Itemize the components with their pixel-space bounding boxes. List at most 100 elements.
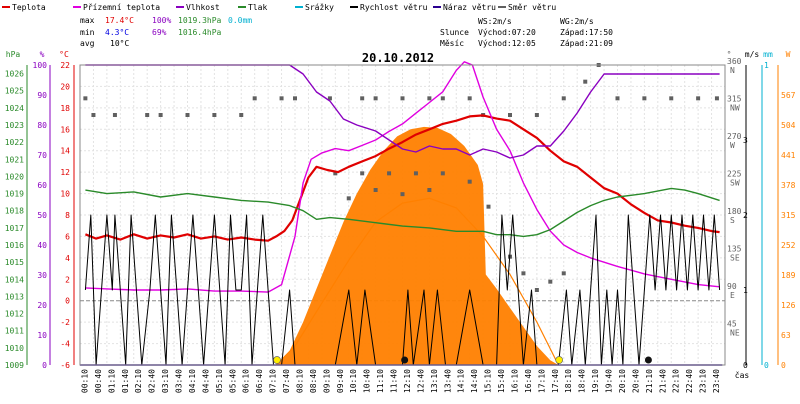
- tick-time: 19:10: [591, 369, 600, 393]
- legend-label: Rychlost větru: [360, 3, 428, 12]
- tick-celsius: 18: [60, 104, 70, 113]
- tick-hpa: 1026: [5, 70, 24, 79]
- tick-celsius: -6: [60, 361, 70, 370]
- stat-max-hum: 100%: [152, 16, 171, 25]
- wind-direction-point: [521, 271, 526, 276]
- tick-time: 18:40: [578, 369, 587, 393]
- tick-radiation: 504: [781, 121, 796, 130]
- moon-rise: Východ:12:05: [478, 39, 536, 48]
- legend-label: Teplota: [12, 3, 46, 12]
- tick-percent: 10: [37, 331, 47, 340]
- wind-direction-point: [373, 96, 378, 101]
- tick-radiation: 63: [781, 331, 791, 340]
- wind-ws: WS:2m/s: [478, 17, 512, 26]
- tick-celsius: 20: [60, 82, 70, 91]
- wind-direction-point: [327, 96, 332, 101]
- tick-direction-name: NW: [730, 104, 740, 113]
- tick-time: 11:40: [390, 369, 399, 393]
- axis-direction-label: °: [727, 50, 732, 59]
- tick-percent: 0: [42, 361, 47, 370]
- wind-wg: WG:2m/s: [560, 17, 594, 26]
- tick-hpa: 1015: [5, 258, 24, 267]
- wind-direction-point: [561, 271, 566, 276]
- tick-hpa: 1023: [5, 121, 24, 130]
- legend-label: Srážky: [305, 3, 334, 12]
- tick-time: 23:10: [699, 369, 708, 393]
- axis-celsius-label: °C: [59, 50, 69, 59]
- tick-time: 04:10: [188, 369, 197, 393]
- stat-min-label: min: [80, 28, 95, 37]
- radiation-clear-line: [275, 197, 559, 366]
- tick-hpa: 1022: [5, 138, 24, 147]
- tick-time: 09:40: [336, 369, 345, 393]
- tick-celsius: 4: [65, 254, 70, 263]
- wind-direction-point: [440, 96, 445, 101]
- wind-direction-point: [583, 79, 588, 84]
- tick-celsius: 2: [65, 275, 70, 284]
- tick-time: 10:40: [363, 369, 372, 393]
- tick-hpa: 1025: [5, 87, 24, 96]
- wind-direction-point: [714, 96, 719, 101]
- tick-hpa: 1018: [5, 207, 24, 216]
- tick-time: 13:40: [443, 369, 452, 393]
- tick-time: 23:40: [712, 369, 721, 393]
- tick-direction-deg: 45: [727, 320, 737, 329]
- wind-direction-point: [534, 288, 539, 292]
- tick-celsius: 6: [65, 232, 70, 241]
- tick-time: 16:40: [524, 369, 533, 393]
- wind-direction-point: [440, 171, 445, 176]
- tick-time: 06:40: [255, 369, 264, 393]
- tick-percent: 30: [37, 271, 47, 280]
- tick-percent: 50: [37, 211, 47, 220]
- tick-wind: 0: [743, 361, 748, 370]
- tick-time: 21:40: [658, 369, 667, 393]
- tick-time: 14:40: [470, 369, 479, 393]
- tick-direction-name: E: [730, 291, 735, 300]
- tick-time: 08:10: [295, 369, 304, 393]
- legend-label: Tlak: [248, 3, 267, 12]
- wind-direction-point: [387, 171, 392, 176]
- axes: hPa1009101010111012101310141015101610171…: [5, 50, 796, 393]
- wind-direction-point: [279, 96, 284, 101]
- wind-direction-point: [486, 204, 491, 209]
- wind-direction-point: [346, 196, 351, 201]
- tick-time: 00:10: [80, 369, 89, 393]
- moonrise-marker: [401, 356, 409, 364]
- tick-radiation: 0: [781, 361, 786, 370]
- wind-direction-point: [467, 179, 472, 184]
- tick-hpa: 1024: [5, 104, 24, 113]
- tick-rain: 0: [764, 361, 769, 370]
- legend-label: Směr větru: [508, 3, 556, 12]
- wind-direction-point: [696, 96, 701, 101]
- tick-time: 20:10: [618, 369, 627, 393]
- tick-direction-deg: 180: [727, 207, 742, 216]
- tick-direction-name: SE: [730, 254, 740, 263]
- moon-set: Západ:21:09: [560, 39, 613, 48]
- tick-wind: 1: [743, 286, 748, 295]
- tick-wind: 3: [743, 136, 748, 145]
- tick-time: 17:10: [537, 369, 546, 393]
- wind-direction-point: [360, 96, 365, 101]
- axis-rain-label: mm: [763, 50, 773, 59]
- series-line: [84, 214, 721, 366]
- tick-time: 22:40: [685, 369, 694, 393]
- tick-time: 00:40: [94, 369, 103, 393]
- wind-direction-point: [112, 113, 117, 117]
- tick-direction-name: W: [730, 141, 735, 150]
- tick-hpa: 1011: [5, 327, 24, 336]
- tick-direction-name: N: [730, 66, 735, 75]
- tick-hpa: 1020: [5, 172, 24, 181]
- wind-direction-point: [373, 188, 378, 192]
- wind-direction-point: [508, 113, 512, 117]
- tick-rain: 1: [764, 61, 769, 70]
- tick-percent: 70: [37, 151, 47, 160]
- tick-time: 20:40: [631, 369, 640, 393]
- tick-time: 19:40: [605, 369, 614, 393]
- tick-hpa: 1016: [5, 241, 24, 250]
- tick-radiation: 441: [781, 151, 796, 160]
- tick-time: 11:10: [376, 369, 385, 393]
- stat-max-label: max: [80, 16, 95, 25]
- wind-direction-point: [185, 113, 190, 117]
- tick-direction-deg: 360: [727, 57, 742, 66]
